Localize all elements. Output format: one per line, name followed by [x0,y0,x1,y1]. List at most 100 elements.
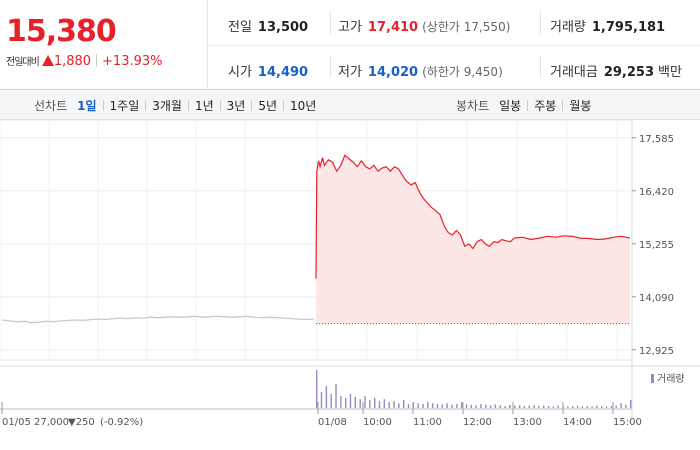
tab-candle-0[interactable]: 일봉 [499,99,522,113]
tab-divider [187,100,189,111]
x-tick-label: 12:00 [463,417,492,428]
tab-line-0[interactable]: 1일 [77,99,97,113]
volume-legend-swatch [651,374,654,383]
volume-bar [557,405,559,408]
volume-bar [601,406,603,408]
volume-bar [591,406,593,408]
tab-line-4[interactable]: 3년 [226,99,246,113]
volume-bar [446,403,448,408]
volume-bar [349,394,352,408]
low-value: 14,020 [367,65,419,80]
previous-day-series [1,315,315,324]
line-chart-title: 선차트 [34,99,68,113]
volume-bar [427,402,429,408]
volume-bar [581,406,584,408]
open-cell: 시가 14,490 [228,61,308,80]
row-divider [209,45,700,46]
tab-divider [562,100,564,111]
change-label: 전일대비 [6,57,40,68]
x-tick-label: 14:00 [563,417,592,428]
volume-bar [325,386,328,408]
tab-line-1[interactable]: 1주일 [109,99,140,113]
volume-bar [509,404,511,408]
volume-bar [340,396,342,408]
tab-divider [527,100,529,111]
x-tick-label: 01/08 [318,417,347,428]
volume-bar [465,404,468,408]
current-price: 15,380 [6,14,117,49]
volume-bar [499,405,501,408]
change-value: 1,880 [53,54,92,69]
volume-bar [470,404,472,408]
volume-bar [345,398,347,408]
x-tick-label: 15:00 [613,417,642,428]
volume-bar [456,404,458,408]
tab-line-2[interactable]: 3개월 [152,99,182,113]
tab-candle-2[interactable]: 월봉 [569,99,592,113]
volume-bar [625,404,627,408]
chart-tabs-bar: 선차트 1일 1주일 3개월 1년 3년 5년 10년 봉차트 일봉 주봉 월봉 [0,90,700,120]
volume-bar [388,402,390,408]
prev-close-value: 13,500 [257,20,309,35]
volume-bar [393,400,395,408]
prev-day-change: ▼250 [68,417,95,428]
tab-divider [145,100,147,111]
prev-day-close: 27,000 [34,417,69,428]
volume-bar [615,405,617,408]
tab-line-6[interactable]: 10년 [290,99,317,113]
previous-day-line [1,315,315,324]
volume-bar [543,405,545,408]
volume-bar [359,399,361,408]
volume-bar [480,404,482,408]
volume-bar [422,404,424,408]
divider [540,56,541,78]
price-chart[interactable]: 17,585 16,420 15,255 14,090 12,925 거래량 01/05… [0,120,700,450]
divider [330,56,331,78]
divider [330,12,331,34]
y-tick-label: 12,925 [639,346,674,357]
y-tick-label: 16,420 [639,187,674,198]
divider [96,54,98,67]
volume-bar [451,404,453,408]
tab-line-3[interactable]: 1년 [194,99,214,113]
volume-bar [364,396,366,408]
divider [540,12,541,34]
volume-bar [403,400,405,408]
volume-bar [460,402,463,408]
x-tick-label: 10:00 [363,417,392,428]
high-cell: 고가 17,410 (상한가 17,550) [338,16,510,35]
volume-bar [417,403,419,408]
y-tick-label: 14,090 [639,293,674,304]
today-line [315,154,631,279]
quote-header: 15,380 전일대비 1,880 +13.93% 전일 13,500 고가 17,41… [0,0,700,90]
change-row: 전일대비 1,880 +13.93% [6,53,163,69]
volume-cell: 거래량 1,795,181 [550,16,665,35]
amount-cell: 거래대금 29,253 백만 [550,61,688,80]
tab-divider [102,100,104,111]
volume-bar [518,405,521,408]
upper-limit: (상한가 17,550) [422,20,511,34]
tab-candle-1[interactable]: 주봉 [534,99,557,113]
volume-bar [369,400,371,408]
volume-bar [567,406,569,408]
volume-bar [552,406,555,408]
y-tick-label: 15,255 [639,240,674,251]
volume-bar [431,403,434,408]
volume-bar [489,405,492,408]
volume-bar [316,370,318,408]
volume-bar [523,406,526,408]
volume-bar [383,399,385,408]
open-label: 시가 [228,65,252,80]
open-value: 14,490 [257,65,309,80]
tab-line-5[interactable]: 5년 [258,99,278,113]
price-box: 15,380 전일대비 1,880 +13.93% [0,0,208,90]
change-percent: +13.93% [102,54,163,69]
volume-bar [605,406,608,408]
up-triangle-icon [41,55,54,66]
today-area-fill [316,155,630,324]
volume-bar [398,403,400,408]
today-area [316,155,630,325]
high-label: 고가 [338,20,362,35]
x-tick-label: 11:00 [413,417,442,428]
volume-bar [378,400,381,408]
